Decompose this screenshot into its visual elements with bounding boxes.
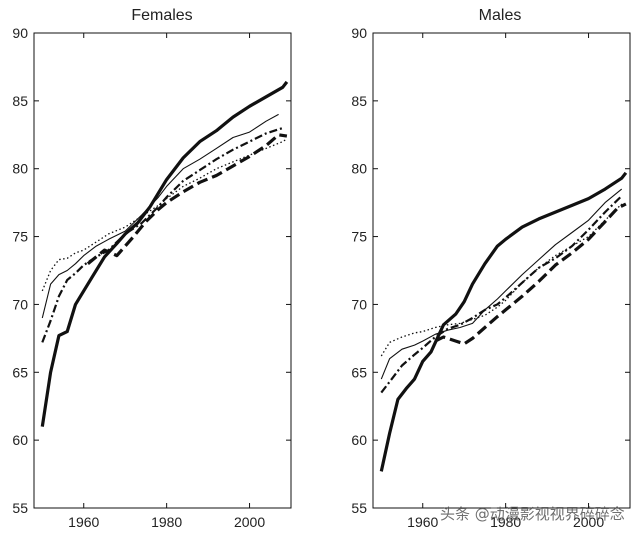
females-xtick-label: 1960 xyxy=(68,514,99,530)
females-series-dash-dot xyxy=(41,126,284,343)
males-series-solid-thin xyxy=(380,188,623,380)
females-panel: Females 55 60 65 70 75 80 85 90 1960 1980 2000 xyxy=(12,7,292,530)
females-series-dashed-thick xyxy=(86,133,288,265)
males-ytick-label: 70 xyxy=(351,296,367,312)
males-title: Males xyxy=(479,7,522,24)
females-xtick-label: 2000 xyxy=(234,514,265,530)
females-ytick-label: 75 xyxy=(12,229,28,245)
females-title: Females xyxy=(131,7,192,24)
females-series-solid-thick xyxy=(40,80,289,427)
males-ytick-label: 60 xyxy=(351,432,367,448)
females-plot: 55 60 65 70 75 80 85 90 1960 1980 2000 xyxy=(12,25,292,530)
males-xtick-label: 1960 xyxy=(407,514,438,530)
females-axes-frame xyxy=(33,32,292,509)
males-xtick-label: 1980 xyxy=(490,514,521,530)
males-axes-frame xyxy=(372,32,631,509)
females-series-solid-thin xyxy=(41,113,279,319)
females-ytick-label: 90 xyxy=(12,25,28,41)
females-ytick-label: 55 xyxy=(12,500,28,516)
females-series-dotted xyxy=(41,138,288,292)
males-xtick-label: 2000 xyxy=(573,514,604,530)
females-ytick-label: 60 xyxy=(12,432,28,448)
watermark-text: 头条 @动漫影视视界碎碎念 xyxy=(440,505,625,523)
females-xtick-label: 1980 xyxy=(151,514,182,530)
males-series-dash-dot xyxy=(380,195,623,394)
males-panel: Males 55 60 65 70 75 80 85 90 1960 1980 2000 xyxy=(351,7,631,530)
males-series-dashed-thick xyxy=(434,202,627,346)
females-ytick-label: 85 xyxy=(12,93,28,109)
males-series-solid-thick xyxy=(379,171,628,472)
males-ytick-label: 80 xyxy=(351,161,367,177)
females-ytick-label: 70 xyxy=(12,296,28,312)
males-ytick-label: 90 xyxy=(351,25,367,41)
males-ytick-label: 55 xyxy=(351,500,367,516)
females-ytick-label: 65 xyxy=(12,364,28,380)
females-ytick-label: 80 xyxy=(12,161,28,177)
males-plot: 55 60 65 70 75 80 85 90 1960 1980 2000 xyxy=(351,25,631,530)
males-series-dotted xyxy=(380,203,623,357)
males-ytick-label: 85 xyxy=(351,93,367,109)
males-ytick-label: 65 xyxy=(351,364,367,380)
males-ytick-label: 75 xyxy=(351,229,367,245)
